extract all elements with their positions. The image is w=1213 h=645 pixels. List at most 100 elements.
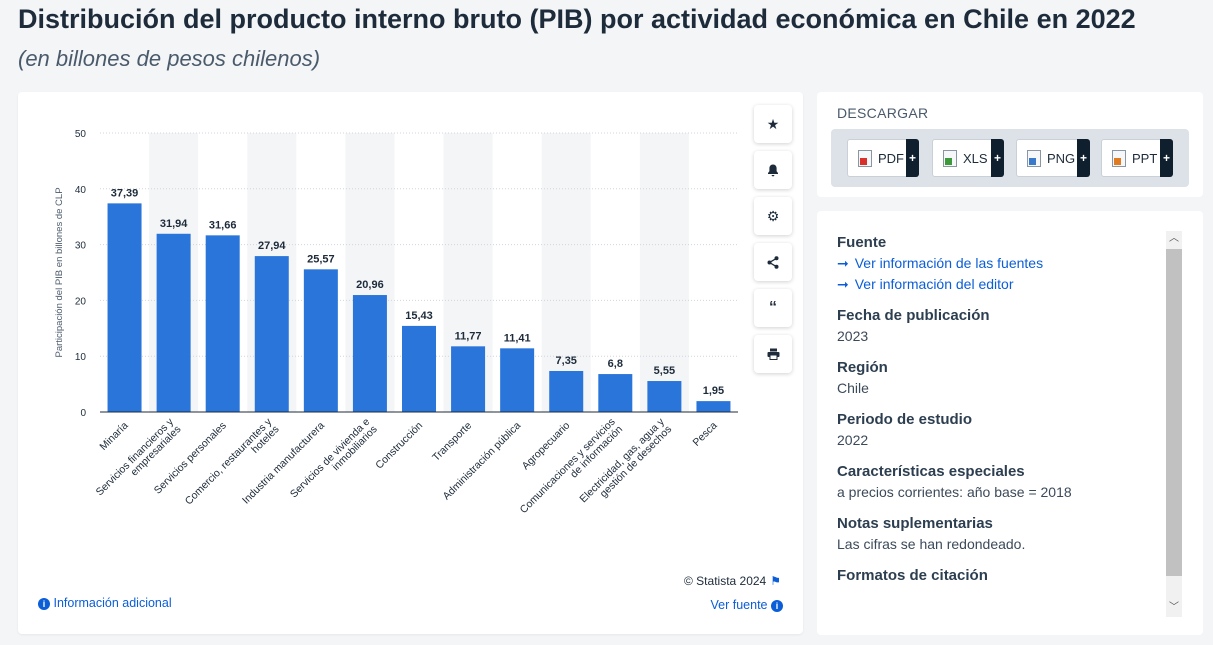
bar — [451, 346, 486, 412]
period-value: 2022 — [837, 432, 869, 448]
page-subtitle: (en billones de pesos chilenos) — [18, 46, 321, 71]
notes-value: Las cifras se han redondeado. — [837, 536, 1026, 552]
column-band — [541, 133, 591, 412]
pub-date-value: 2023 — [837, 328, 869, 344]
x-tick-label: Construcción — [373, 420, 425, 472]
metadata-content: Fuente ➞ Ver información de las fuentes ➞… — [837, 234, 1157, 588]
x-tick-label: Minaría — [97, 420, 130, 453]
favorite-button[interactable]: ★ — [754, 105, 792, 143]
bar — [254, 256, 289, 412]
citation-heading: Formatos de citación — [837, 567, 988, 584]
statista-credit[interactable]: © Statista 2024 ⚑ — [684, 574, 781, 588]
chart-card: 0 10 20 30 40 50 Participación del PIB en bill… — [18, 92, 803, 634]
y-tick-label: 10 — [75, 352, 87, 363]
png-file-icon — [1027, 149, 1041, 167]
bar — [647, 381, 682, 412]
data-label: 1,95 — [703, 385, 724, 397]
bell-icon — [768, 164, 778, 176]
data-label: 11,77 — [455, 330, 482, 342]
download-title: DESCARGAR — [837, 105, 929, 121]
download-xls-button[interactable]: XLS + — [932, 139, 1004, 177]
data-label: 31,94 — [160, 218, 188, 230]
arrow-right-icon: ➞ — [837, 255, 849, 271]
data-label: 11,41 — [504, 332, 531, 344]
data-label: 5,55 — [654, 365, 675, 377]
x-tick-label: Pesca — [690, 420, 719, 449]
region-heading: Región — [837, 359, 888, 376]
cite-button[interactable]: “ — [754, 289, 792, 327]
pdf-file-icon — [858, 149, 872, 167]
x-tick-label: Transporte — [430, 420, 474, 464]
data-label: 27,94 — [258, 240, 286, 252]
plus-icon: + — [1077, 139, 1090, 177]
data-label: 25,57 — [307, 253, 335, 265]
plus-icon: + — [1160, 139, 1173, 177]
features-heading: Características especiales — [837, 463, 1025, 480]
chevron-up-icon[interactable]: ︿ — [1169, 233, 1179, 244]
chart-toolbar: ★ ⚙ “ — [754, 105, 792, 381]
chevron-down-icon[interactable]: ﹀ — [1169, 602, 1179, 613]
view-source-link[interactable]: Ver fuente i — [711, 598, 783, 612]
info-icon: i — [771, 599, 783, 612]
features-value: a precios corrientes: año base = 2018 — [837, 484, 1072, 500]
bar — [156, 233, 191, 412]
x-tick-label: Comercio, restaurantes yhoteles — [183, 415, 282, 514]
metadata-panel: Fuente ➞ Ver información de las fuentes ➞… — [817, 211, 1203, 635]
y-tick-label: 30 — [75, 241, 87, 252]
y-axis-title: Participación del PIB en billones de CLP — [54, 187, 65, 357]
bar — [107, 203, 142, 412]
download-panel: DESCARGAR PDF + XLS + PNG + PPT + — [817, 92, 1203, 197]
x-tick-label: Servicios de vivienda einmobiliarios — [288, 416, 380, 508]
period-heading: Periodo de estudio — [837, 411, 973, 428]
bar — [549, 370, 584, 412]
bar — [205, 235, 240, 412]
bar-chart: 0 10 20 30 40 50 Participación del PIB en bill… — [54, 129, 738, 516]
xls-file-icon — [943, 149, 957, 167]
region-value: Chile — [837, 380, 869, 396]
download-png-button[interactable]: PNG + — [1016, 139, 1090, 177]
scrollbar-thumb[interactable] — [1166, 249, 1182, 576]
notes-heading: Notas suplementarias — [837, 515, 993, 532]
data-label: 31,66 — [209, 219, 237, 231]
column-band — [639, 133, 689, 412]
settings-button[interactable]: ⚙ — [754, 197, 792, 235]
data-label: 15,43 — [405, 310, 433, 322]
data-label: 20,96 — [356, 279, 384, 291]
x-tick-label: Servicios financieros yempresariales — [94, 415, 184, 505]
source-info-link[interactable]: ➞ Ver información de las fuentes — [837, 255, 1044, 271]
arrow-right-icon: ➞ — [837, 276, 849, 292]
publisher-info-link[interactable]: ➞ Ver información del editor — [837, 276, 1014, 292]
notification-button[interactable] — [754, 151, 792, 189]
plus-icon: + — [906, 139, 919, 177]
y-tick-label: 0 — [80, 408, 86, 419]
info-icon: i — [38, 597, 50, 610]
flag-icon: ⚑ — [770, 574, 781, 588]
pub-date-heading: Fecha de publicación — [837, 307, 990, 324]
source-heading: Fuente — [837, 234, 887, 251]
download-pdf-button[interactable]: PDF + — [847, 139, 919, 177]
gear-icon: ⚙ — [766, 207, 780, 224]
share-button[interactable] — [754, 243, 792, 281]
quote-icon: “ — [769, 299, 777, 316]
data-label: 7,35 — [556, 355, 577, 367]
y-tick-label: 50 — [75, 129, 87, 140]
y-tick-label: 40 — [75, 185, 87, 196]
star-icon: ★ — [766, 115, 780, 132]
print-icon — [767, 348, 779, 360]
download-bar: PDF + XLS + PNG + PPT + — [831, 129, 1189, 187]
bar — [352, 295, 387, 412]
y-tick-label: 20 — [75, 296, 87, 307]
plus-icon: + — [991, 139, 1004, 177]
ppt-file-icon — [1112, 149, 1126, 167]
bar — [696, 401, 731, 412]
additional-info-link[interactable]: i Información adicional — [38, 596, 172, 610]
print-button[interactable] — [754, 335, 792, 373]
download-ppt-button[interactable]: PPT + — [1101, 139, 1173, 177]
bar — [303, 269, 338, 412]
data-label: 6,8 — [608, 358, 623, 370]
bar — [402, 325, 436, 412]
data-label: 37,39 — [111, 187, 139, 199]
bar — [500, 348, 535, 412]
page-title: Distribución del producto interno bruto … — [18, 4, 1136, 34]
bar — [598, 374, 633, 412]
